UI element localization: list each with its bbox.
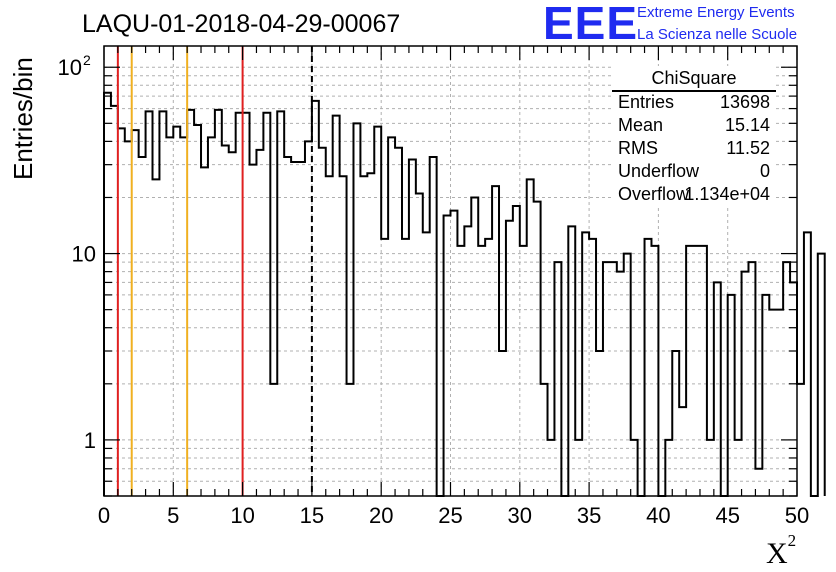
stats-key: RMS bbox=[618, 138, 658, 158]
y-axis-label: Entries/bin bbox=[8, 57, 38, 180]
stats-row-underflow: Underflow 0 bbox=[618, 161, 776, 183]
logo-line-2: La Scienza nelle Scuole bbox=[637, 26, 798, 43]
y-tick-label: 10 bbox=[58, 55, 82, 80]
x-tick-label: 5 bbox=[167, 503, 179, 528]
stats-row-overflow: Overflow 1.134e+04 bbox=[618, 184, 776, 206]
stats-value: 11.52 bbox=[726, 138, 770, 158]
eee-logo: EEE Extreme Energy Events La Scienza nel… bbox=[543, 0, 836, 46]
stats-value: 13698 bbox=[719, 92, 770, 112]
x-tick-label: 0 bbox=[98, 503, 110, 528]
x-axis-label: X2 bbox=[766, 531, 796, 571]
logo-line-1: Extreme Energy Events bbox=[637, 4, 795, 21]
stats-value: 1.134e+04 bbox=[684, 184, 770, 204]
stats-key: Underflow bbox=[618, 161, 700, 181]
chart-title: LAQU-01-2018-04-29-00067 bbox=[82, 10, 401, 38]
stats-row-mean: Mean 15.14 bbox=[618, 115, 776, 137]
y-tick-label-exponent: 2 bbox=[83, 52, 91, 68]
stats-value: 15.14 bbox=[724, 115, 770, 135]
y-tick-label: 10 bbox=[72, 242, 96, 267]
y-tick-label: 1 bbox=[84, 428, 96, 453]
stats-row-rms: RMS 11.52 bbox=[618, 138, 776, 160]
x-tick-label: 30 bbox=[508, 503, 532, 528]
x-axis-label-superscript: 2 bbox=[787, 531, 797, 550]
stats-value: 0 bbox=[759, 161, 770, 181]
stats-title-rule bbox=[612, 90, 776, 92]
stats-title: ChiSquare bbox=[651, 68, 737, 88]
x-tick-label: 40 bbox=[646, 503, 670, 528]
x-tick-label: 25 bbox=[438, 503, 462, 528]
stats-box: ChiSquare Entries 13698 Mean 15.14 RMS 11.5… bbox=[612, 66, 776, 208]
x-tick-label: 10 bbox=[230, 503, 254, 528]
x-axis-label-base: X bbox=[766, 537, 788, 570]
histogram-outline bbox=[103, 91, 826, 497]
x-tick-label: 15 bbox=[300, 503, 324, 528]
stats-key: Entries bbox=[618, 92, 675, 112]
eee-logo-mark: EEE bbox=[543, 0, 639, 49]
x-tick-label: 45 bbox=[715, 503, 739, 528]
x-tick-label: 35 bbox=[577, 503, 601, 528]
stats-row-entries: Entries 13698 bbox=[618, 92, 776, 114]
stats-key: Overflow bbox=[618, 184, 690, 204]
stats-key: Mean bbox=[618, 115, 664, 135]
x-tick-label: 20 bbox=[369, 503, 393, 528]
x-tick-label: 50 bbox=[785, 503, 809, 528]
